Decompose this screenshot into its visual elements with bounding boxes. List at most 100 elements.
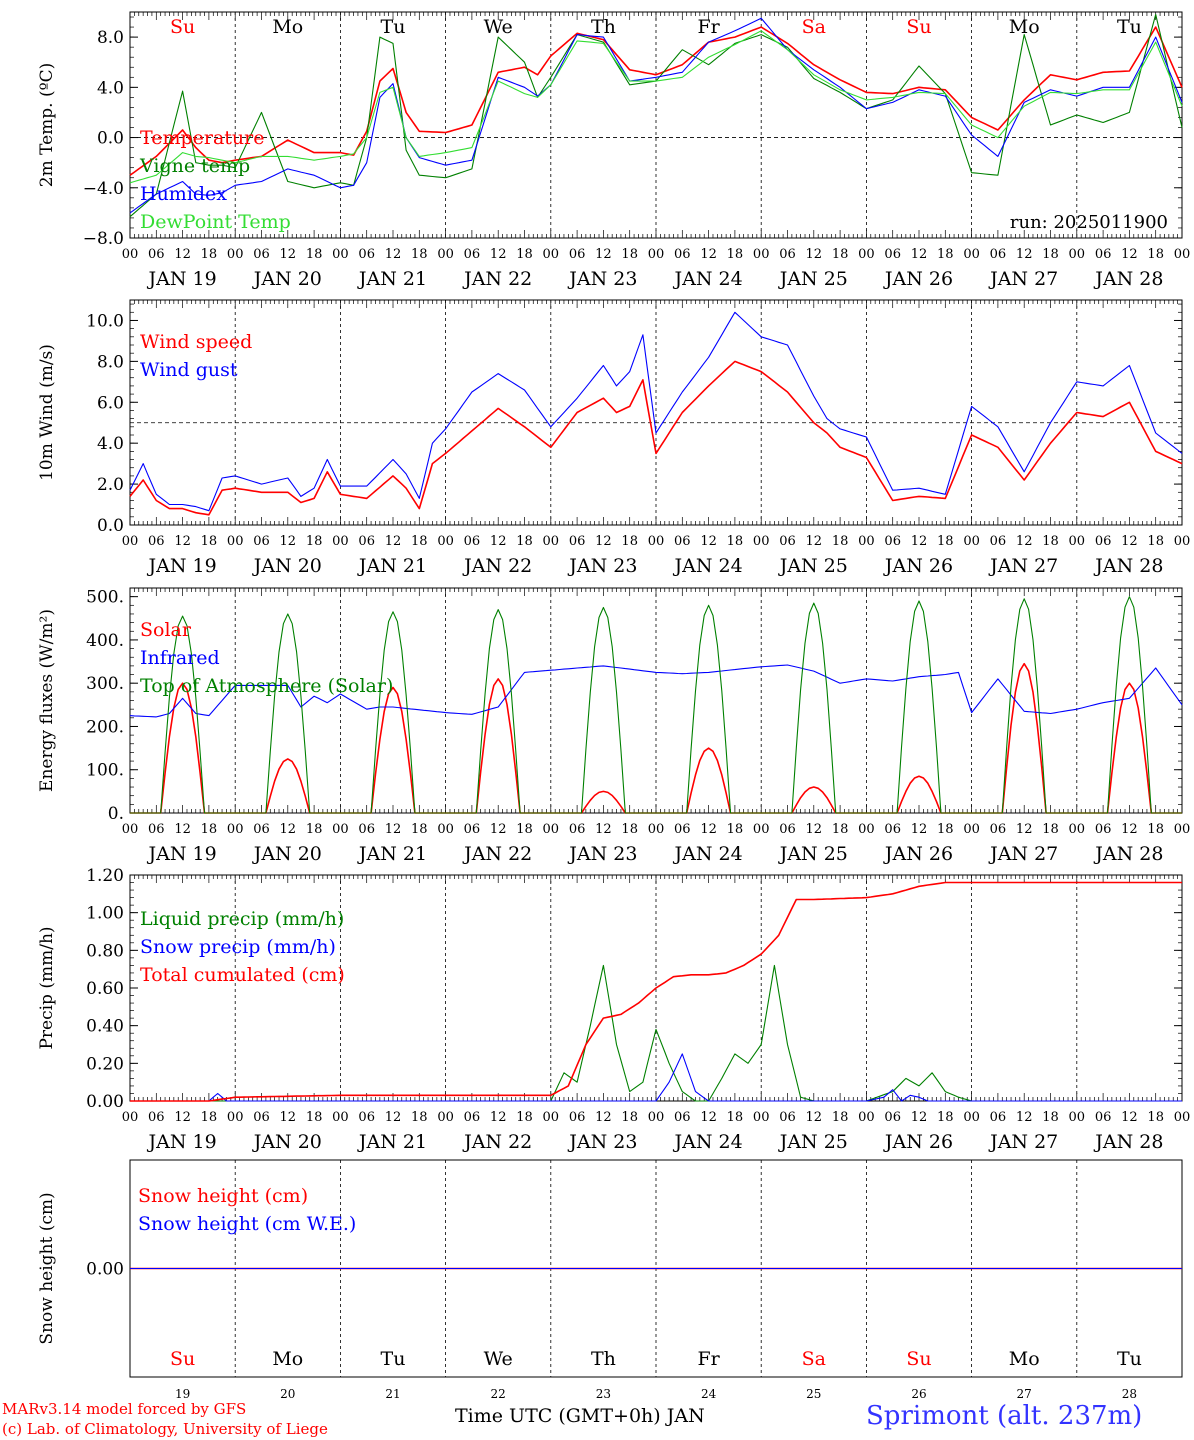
hour-label: 12	[280, 822, 297, 837]
series-line	[129, 360, 1183, 516]
hour-label: 06	[990, 534, 1007, 549]
hour-label: 00	[437, 1110, 454, 1125]
date-label: JAN 26	[883, 268, 953, 290]
hour-label: 18	[937, 247, 954, 262]
panel-frame	[129, 299, 1183, 526]
hour-label: 12	[700, 247, 717, 262]
day-abbreviation: Mo	[1009, 1348, 1040, 1370]
hour-label: 12	[806, 822, 823, 837]
date-label: JAN 23	[567, 1131, 637, 1153]
hour-label: 00	[543, 534, 560, 549]
hour-label: 12	[490, 822, 507, 837]
legend-entry: Total cumulated (cm)	[140, 964, 345, 986]
hour-label: 00	[227, 822, 244, 837]
hour-label: 18	[621, 1110, 638, 1125]
day-abbreviation: Fr	[697, 16, 720, 38]
hour-label: 18	[1147, 822, 1164, 837]
hour-label: 12	[174, 534, 191, 549]
hour-label: 12	[806, 1110, 823, 1125]
day-number: 21	[385, 1387, 400, 1401]
hour-label: 12	[385, 534, 402, 549]
hour-label: 06	[569, 822, 586, 837]
day-number: 28	[1122, 1387, 1137, 1401]
date-label: JAN 27	[988, 1131, 1058, 1153]
legend-entry: Humidex	[140, 183, 227, 205]
hour-label: 18	[411, 534, 428, 549]
y-tick-label: 0.80	[86, 941, 124, 961]
hour-label: 18	[201, 1110, 218, 1125]
hour-label: 06	[674, 534, 691, 549]
hour-label: 00	[963, 247, 980, 262]
hour-label: 06	[464, 534, 481, 549]
date-label: JAN 26	[883, 1131, 953, 1153]
hour-label: 18	[1042, 822, 1059, 837]
day-abbreviation: Tu	[381, 1348, 406, 1370]
hour-label: 06	[884, 822, 901, 837]
hour-label: 18	[1042, 534, 1059, 549]
y-axis-label: Precip (mm/h)	[37, 926, 57, 1049]
hour-label: 06	[464, 247, 481, 262]
y-tick-label: −8.0	[83, 229, 124, 249]
date-label: JAN 24	[673, 268, 743, 290]
hour-label: 00	[332, 822, 349, 837]
day-number: 22	[491, 1387, 506, 1401]
hour-label: 12	[911, 1110, 928, 1125]
hour-label: 12	[1016, 534, 1033, 549]
y-tick-label: 4.0	[97, 78, 124, 98]
date-label: JAN 22	[462, 268, 532, 290]
hour-label: 18	[306, 534, 323, 549]
y-tick-label: 0.0	[97, 129, 124, 149]
hour-label: 06	[779, 1110, 796, 1125]
y-axis-label: Energy fluxes (W/m²)	[37, 609, 57, 792]
y-tick-label: 200.	[86, 717, 124, 737]
hour-label: 00	[858, 1110, 875, 1125]
hour-label: 18	[516, 534, 533, 549]
date-label: JAN 25	[778, 268, 848, 290]
y-tick-label: 500.	[86, 588, 124, 608]
hour-label: 18	[516, 1110, 533, 1125]
hour-label: 00	[1174, 1110, 1191, 1125]
legend-entry: Top of Atmosphere (Solar)	[140, 675, 393, 697]
hour-label: 12	[280, 1110, 297, 1125]
series-line	[129, 311, 1183, 512]
y-tick-label: −4.0	[83, 179, 124, 199]
y-tick-label: 300.	[86, 674, 124, 694]
hour-label: 18	[1147, 1110, 1164, 1125]
hour-label: 12	[385, 822, 402, 837]
hour-label: 00	[753, 822, 770, 837]
hour-label: 12	[595, 534, 612, 549]
hour-label: 06	[884, 247, 901, 262]
hour-label: 12	[595, 1110, 612, 1125]
date-label: JAN 19	[147, 268, 217, 290]
legend-entry: Snow precip (mm/h)	[140, 936, 336, 958]
legend-entry: DewPoint Temp	[140, 211, 291, 233]
hour-label: 18	[727, 247, 744, 262]
hour-label: 12	[490, 1110, 507, 1125]
hour-label: 18	[832, 534, 849, 549]
hour-label: 00	[648, 247, 665, 262]
day-number: 19	[175, 1387, 190, 1401]
date-label: JAN 22	[462, 1131, 532, 1153]
hour-label: 12	[1016, 1110, 1033, 1125]
hour-label: 06	[358, 822, 375, 837]
hour-label: 12	[911, 822, 928, 837]
hour-label: 00	[543, 822, 560, 837]
day-abbreviation: Mo	[1009, 16, 1040, 38]
day-abbreviation: Th	[591, 1348, 616, 1370]
series-line	[130, 881, 1182, 1102]
hour-label: 12	[490, 534, 507, 549]
hour-label: 12	[385, 1110, 402, 1125]
hour-label: 06	[569, 1110, 586, 1125]
hour-label: 18	[832, 247, 849, 262]
date-label: JAN 21	[357, 1131, 427, 1153]
hour-label: 06	[358, 534, 375, 549]
y-tick-label: 1.00	[86, 904, 124, 924]
hour-label: 18	[1042, 1110, 1059, 1125]
hour-label: 18	[621, 247, 638, 262]
day-number: 20	[280, 1387, 295, 1401]
y-tick-label: 0.20	[86, 1054, 124, 1074]
date-label: JAN 26	[883, 555, 953, 577]
legend-entry: Solar	[140, 619, 192, 641]
date-label: JAN 25	[778, 843, 848, 865]
hour-label: 18	[832, 1110, 849, 1125]
